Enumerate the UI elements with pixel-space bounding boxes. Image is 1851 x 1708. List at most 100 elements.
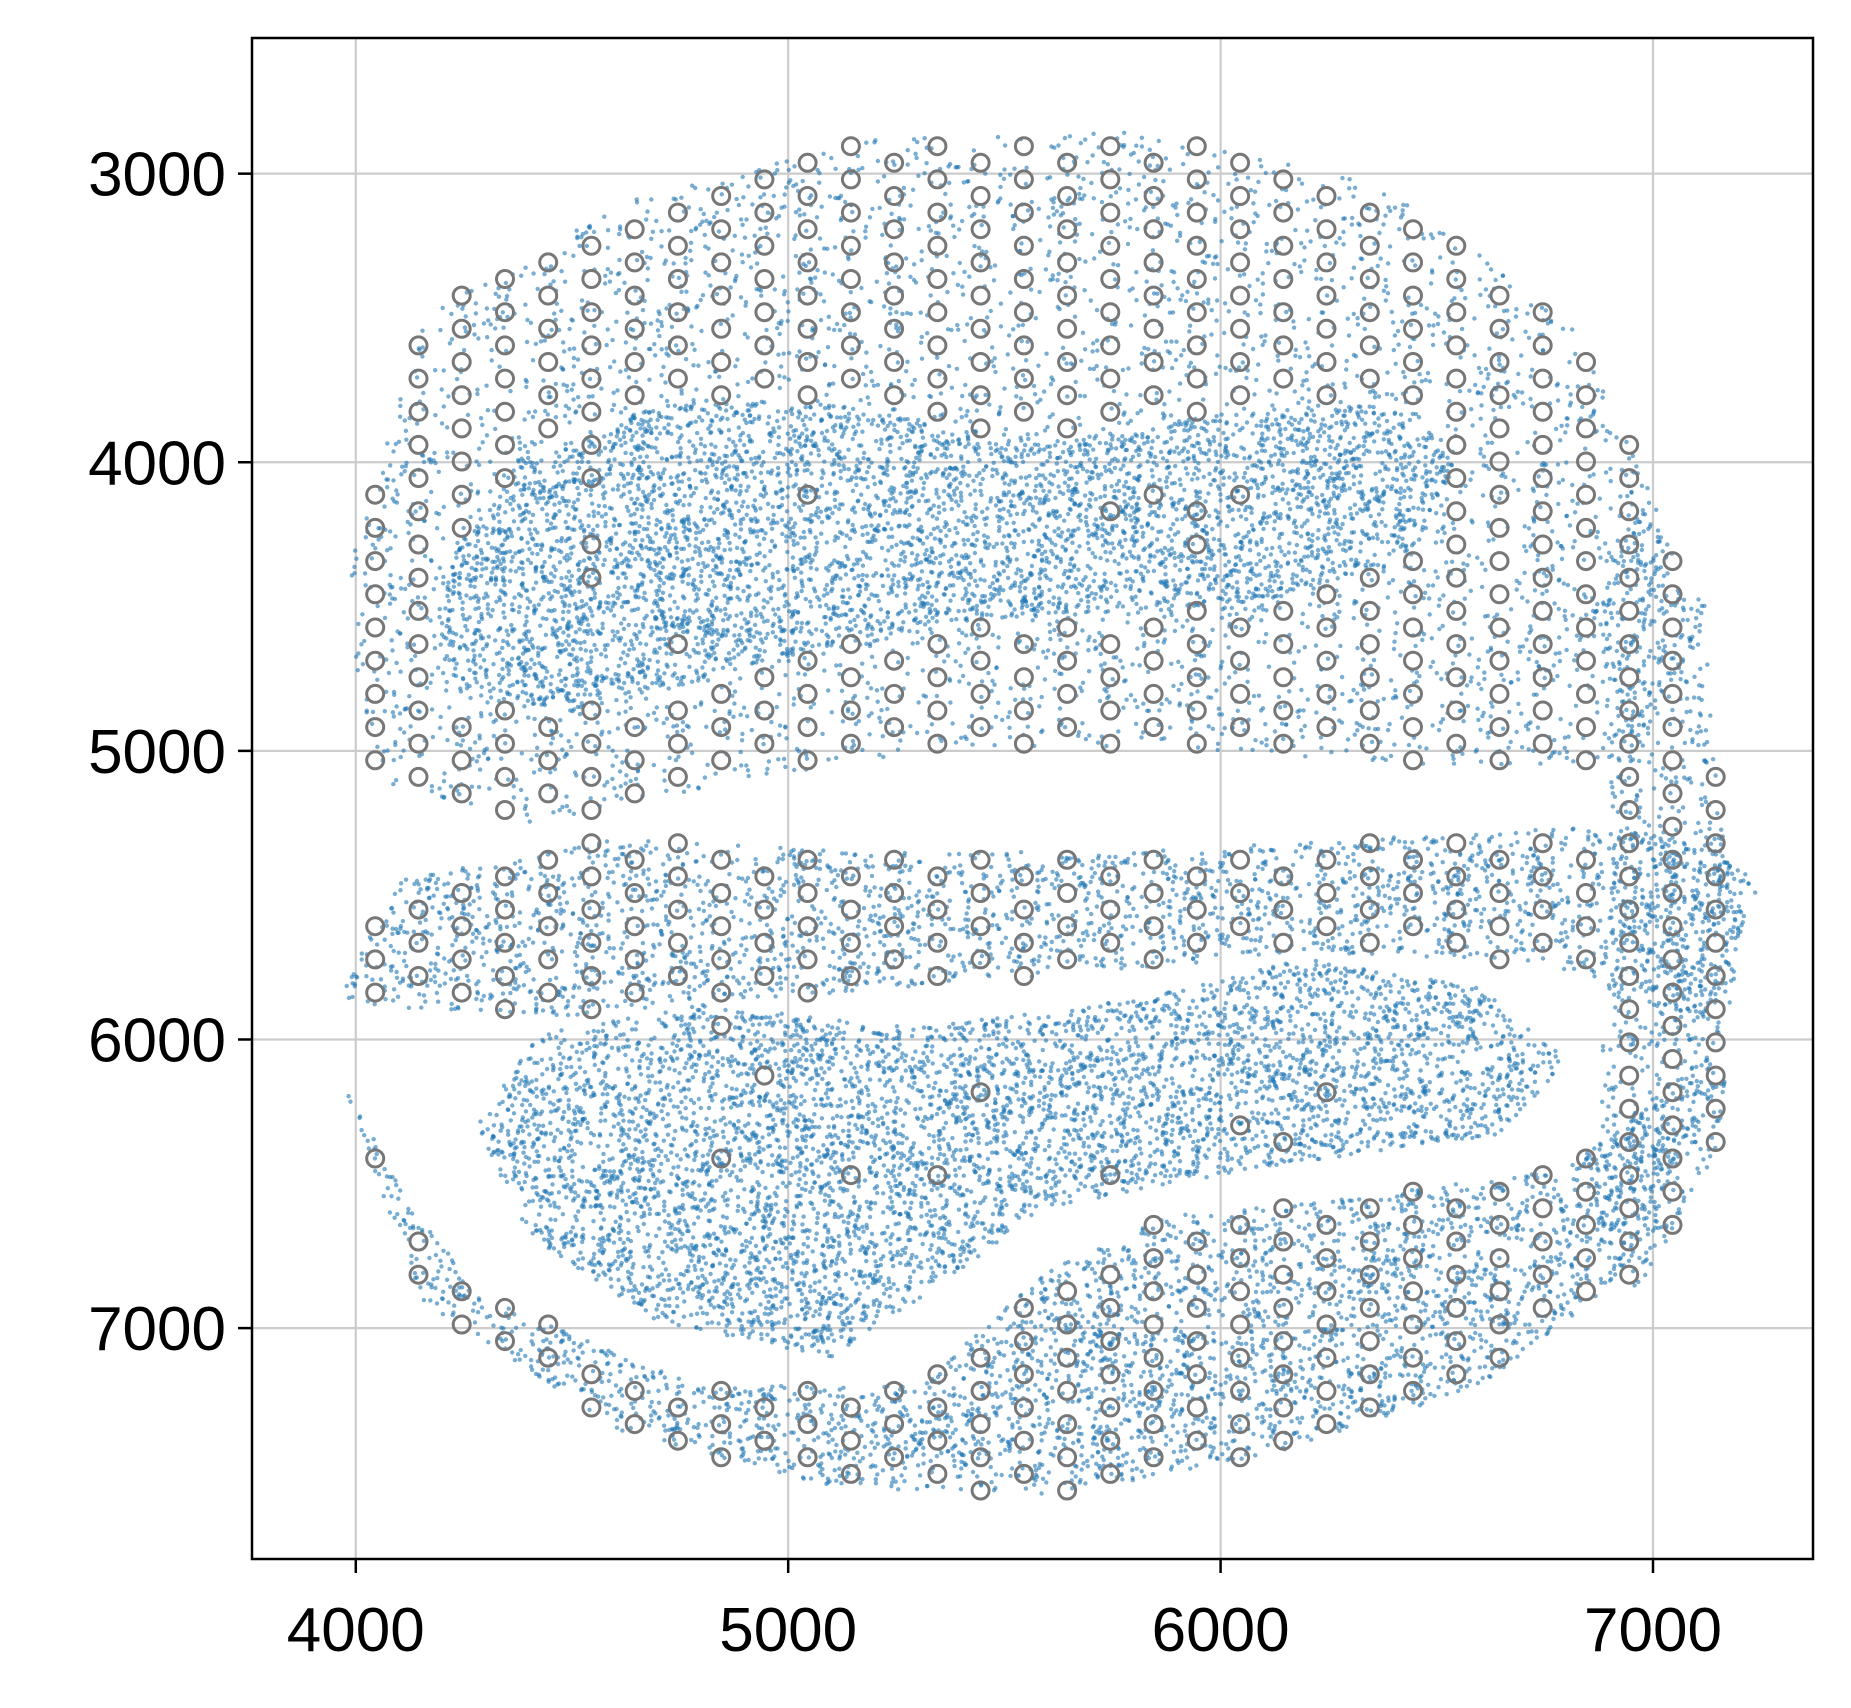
cell-point xyxy=(574,673,579,678)
cell-point xyxy=(1055,439,1060,444)
cell-point xyxy=(1303,582,1308,587)
cell-point xyxy=(777,577,782,583)
cell-point xyxy=(603,600,609,605)
cell-point xyxy=(569,551,574,556)
cell-point xyxy=(1246,589,1252,595)
cell-point xyxy=(664,651,669,656)
cell-point xyxy=(888,449,893,454)
cell-point xyxy=(531,586,536,591)
cell-point xyxy=(895,417,901,422)
cell-point xyxy=(1277,535,1282,541)
cell-point xyxy=(443,606,448,611)
cell-point xyxy=(687,421,692,426)
cell-point xyxy=(670,585,675,590)
cell-point xyxy=(903,602,908,607)
cell-point xyxy=(610,629,615,634)
cell-point xyxy=(667,593,673,598)
cell-point xyxy=(1297,427,1302,433)
cell-point xyxy=(869,632,874,637)
cell-point xyxy=(866,596,871,602)
cell-point xyxy=(601,496,606,501)
cell-point xyxy=(566,633,571,638)
cell-point xyxy=(586,622,591,628)
cell-point xyxy=(1389,484,1395,489)
cell-point xyxy=(666,686,671,691)
cell-point xyxy=(563,593,568,599)
cell-point xyxy=(778,480,783,485)
cell-point xyxy=(974,611,979,616)
cell-point xyxy=(480,567,485,572)
cell-point xyxy=(1102,484,1108,489)
cell-point xyxy=(629,437,634,443)
cell-point xyxy=(1116,561,1121,566)
cell-point xyxy=(769,468,775,473)
cell-point xyxy=(879,437,884,442)
cell-point xyxy=(1026,527,1031,532)
cell-point xyxy=(1001,568,1006,574)
cell-point xyxy=(915,620,920,626)
cell-point xyxy=(681,629,686,635)
cell-point xyxy=(719,560,724,565)
cell-point xyxy=(1145,569,1151,574)
cell-point xyxy=(1327,520,1332,525)
cell-point xyxy=(864,573,870,578)
cell-point xyxy=(1367,499,1372,504)
cell-point xyxy=(578,640,583,646)
cell-point xyxy=(486,634,491,639)
cell-point xyxy=(1179,582,1184,587)
cell-point xyxy=(798,557,803,562)
cell-point xyxy=(765,421,770,426)
cell-point xyxy=(987,584,993,589)
cell-point xyxy=(460,612,466,618)
cell-point xyxy=(1123,479,1129,485)
cell-point xyxy=(732,623,738,628)
cell-point xyxy=(1112,488,1117,494)
cell-point xyxy=(1009,541,1014,546)
cell-point xyxy=(1047,454,1053,460)
cell-point xyxy=(825,639,830,645)
cell-point xyxy=(819,531,824,536)
cell-point xyxy=(1067,506,1072,511)
cell-point xyxy=(520,566,525,571)
cell-point xyxy=(1095,524,1101,529)
cell-point xyxy=(705,411,710,416)
cell-point xyxy=(664,628,669,634)
cell-point xyxy=(800,584,805,589)
cell-point xyxy=(1167,471,1173,476)
cell-point xyxy=(1434,471,1440,476)
cell-point xyxy=(731,647,736,652)
cell-point xyxy=(876,598,881,604)
cell-point xyxy=(855,561,860,566)
cell-point xyxy=(603,490,608,495)
cell-point xyxy=(1265,424,1271,429)
cell-point xyxy=(771,607,776,612)
cell-point xyxy=(1108,594,1114,600)
cell-point xyxy=(1446,462,1451,467)
cell-point xyxy=(748,456,754,462)
cell-point xyxy=(798,508,804,513)
cell-point xyxy=(474,680,479,685)
cell-point xyxy=(1197,495,1202,500)
cell-point xyxy=(932,536,938,541)
cell-point xyxy=(734,545,740,551)
cell-point xyxy=(1184,566,1190,571)
cell-point xyxy=(615,487,621,492)
cell-point xyxy=(704,523,709,528)
cell-point xyxy=(1320,565,1326,570)
cell-point xyxy=(1149,468,1155,473)
cell-point xyxy=(474,524,480,529)
cell-point xyxy=(865,484,870,490)
cell-point xyxy=(1294,438,1299,444)
cell-point xyxy=(869,460,874,465)
cell-point xyxy=(506,527,511,532)
cell-point xyxy=(726,428,732,433)
cell-point xyxy=(1348,512,1354,517)
cell-point xyxy=(1052,529,1057,534)
cell-point xyxy=(887,626,892,631)
cell-point xyxy=(910,429,915,435)
cell-point xyxy=(1358,549,1363,554)
cell-point xyxy=(1222,552,1227,557)
cell-point xyxy=(739,611,744,616)
cell-point xyxy=(1018,496,1023,501)
cell-point xyxy=(536,602,542,607)
